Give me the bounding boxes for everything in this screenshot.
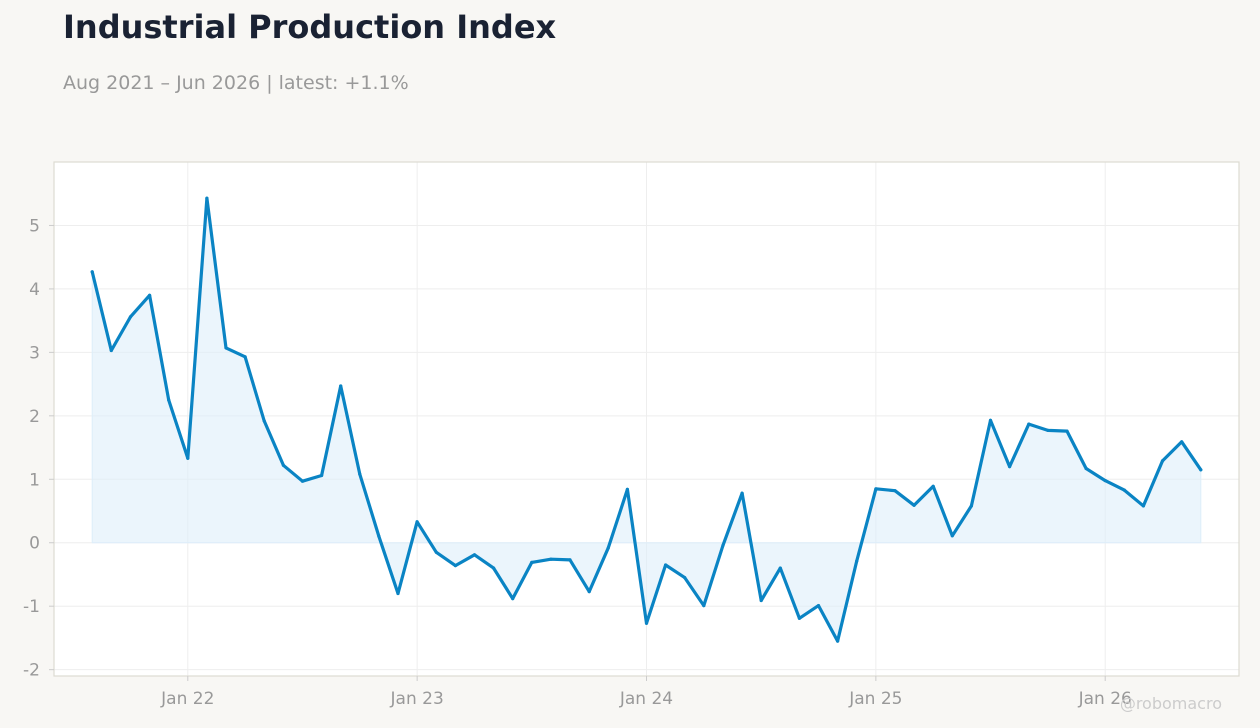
data-point: [1008, 465, 1012, 469]
y-tick-label: -1: [23, 597, 40, 617]
data-point: [396, 591, 400, 596]
y-tick-label: 0: [29, 534, 40, 554]
data-point: [1160, 459, 1165, 463]
data-point: [205, 196, 209, 200]
data-point: [759, 598, 763, 603]
data-point: [453, 564, 457, 568]
data-point: [836, 639, 840, 643]
y-tick-label: 4: [29, 280, 40, 300]
data-point: [472, 553, 477, 557]
data-point: [339, 384, 343, 388]
x-tick-label: Jan 23: [390, 689, 444, 709]
data-point: [434, 550, 438, 554]
y-tick-label: 5: [29, 216, 40, 236]
data-point: [1199, 468, 1203, 472]
data-point: [1084, 466, 1088, 471]
data-point: [912, 503, 916, 507]
x-tick-label: Jan 26: [1078, 689, 1132, 709]
data-point: [90, 270, 94, 274]
x-tick-label: Jan 22: [160, 689, 214, 709]
data-point: [874, 487, 878, 491]
data-point: [664, 563, 668, 567]
data-point: [644, 621, 649, 625]
data-point: [625, 487, 630, 491]
chart-subtitle: Aug 2021 – Jun 2026 | latest: +1.1%: [63, 72, 409, 94]
data-point: [224, 346, 228, 350]
y-tick-label: 1: [29, 470, 40, 490]
data-point: [797, 616, 802, 620]
data-point: [893, 489, 897, 493]
data-point: [988, 418, 993, 422]
data-point: [262, 419, 266, 423]
y-tick-label: -2: [23, 661, 40, 681]
data-point: [530, 560, 534, 565]
data-point: [377, 534, 381, 539]
x-tick-label: Jan 24: [619, 689, 673, 709]
data-point: [702, 604, 706, 608]
x-tick-label: Jan 25: [848, 689, 902, 709]
data-point: [1103, 479, 1107, 483]
data-point: [358, 472, 362, 476]
y-tick-label: 3: [29, 343, 40, 363]
data-point: [1046, 428, 1050, 432]
data-point: [109, 348, 113, 353]
data-point: [1027, 422, 1031, 426]
watermark: @robomacro: [1119, 694, 1222, 713]
data-point: [587, 590, 591, 594]
data-point: [683, 576, 687, 580]
data-point: [568, 558, 572, 562]
data-point: [778, 566, 782, 570]
data-point: [1141, 504, 1145, 508]
chart-title: Industrial Production Index: [63, 8, 557, 46]
data-point: [606, 546, 610, 550]
data-point: [320, 473, 324, 478]
data-point: [281, 463, 285, 467]
data-point: [549, 557, 553, 561]
data-point: [128, 315, 133, 319]
data-point: [186, 456, 190, 460]
y-tick-label: 2: [29, 407, 40, 427]
data-point: [300, 479, 305, 483]
data-point: [969, 504, 974, 508]
data-point: [148, 293, 152, 297]
data-point: [721, 543, 725, 547]
data-point: [492, 566, 496, 570]
data-point: [415, 520, 419, 524]
data-point: [950, 534, 954, 538]
data-point: [740, 491, 744, 495]
data-point: [1180, 440, 1184, 444]
data-point: [855, 559, 859, 563]
data-point: [816, 604, 821, 608]
data-point: [243, 355, 247, 359]
data-point: [511, 597, 515, 601]
data-point: [931, 484, 935, 488]
data-point: [1065, 429, 1069, 433]
data-point: [1122, 488, 1126, 492]
data-point: [167, 398, 171, 402]
